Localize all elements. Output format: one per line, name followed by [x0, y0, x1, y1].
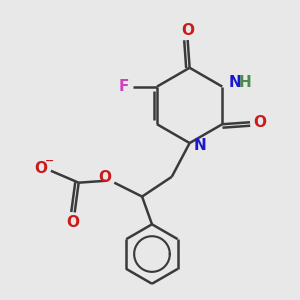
Text: N: N — [194, 137, 206, 152]
Text: −: − — [45, 156, 55, 166]
Text: N: N — [228, 75, 241, 90]
Text: O: O — [34, 161, 47, 176]
Text: O: O — [98, 170, 111, 185]
Text: O: O — [181, 22, 194, 38]
Text: F: F — [118, 79, 128, 94]
Text: O: O — [254, 115, 266, 130]
Text: H: H — [239, 75, 252, 90]
Text: O: O — [66, 215, 79, 230]
